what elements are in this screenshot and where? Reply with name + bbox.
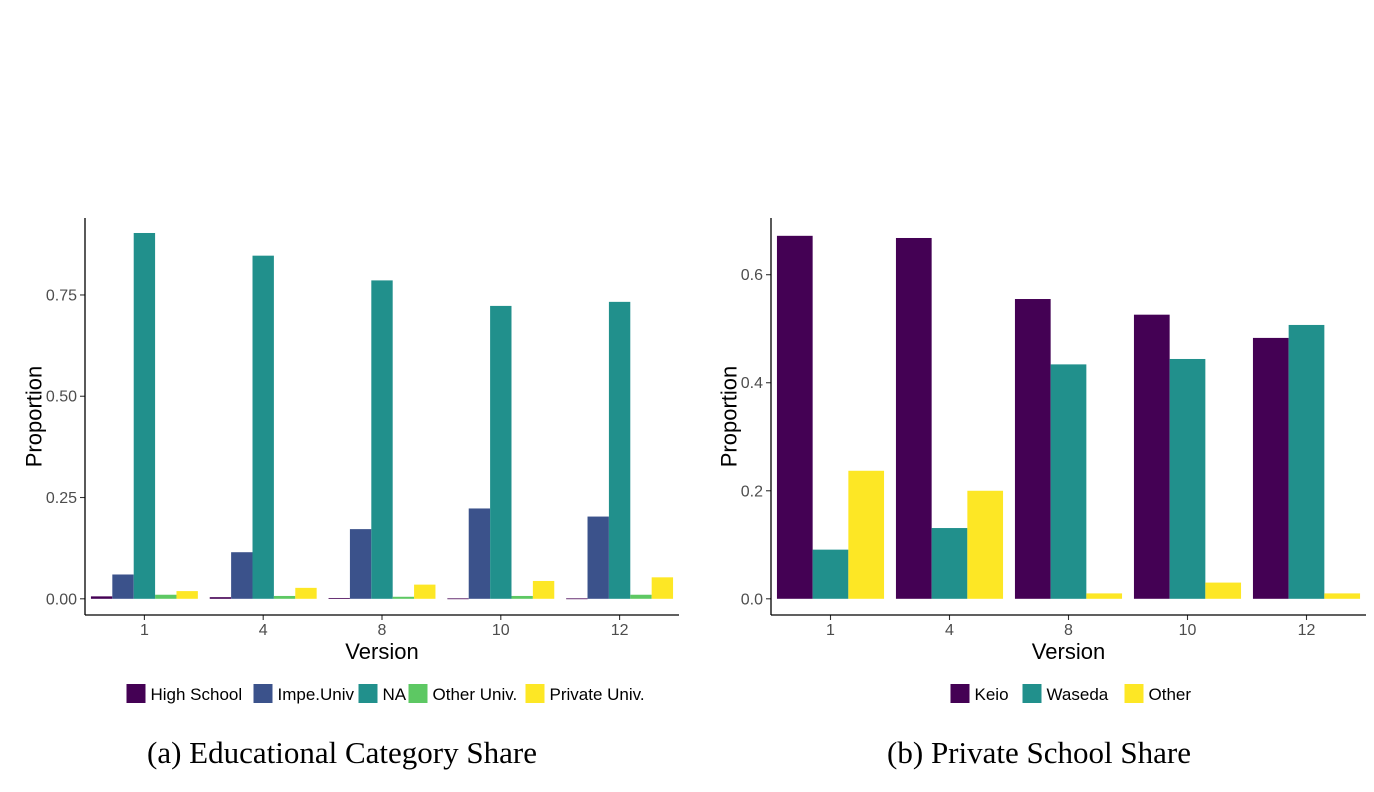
bar-private-school-v8-keio [1014,299,1051,599]
bar-educational-v12-na [608,301,631,599]
x-axis-ticks-private-school: 1 4 8 10 12 [826,615,1316,639]
bar-private-school-v1-waseda [812,549,849,599]
x-tick-label: 10 [1179,622,1197,639]
caption-private-school: (b) Private School Share [887,735,1191,770]
bar-educational-v1-high-school [90,596,113,599]
bar-private-school-v12-other [1324,593,1361,599]
bar-private-school-v1-other [848,470,885,599]
legend-swatch-high-school [126,684,146,703]
bars-educational [90,232,674,600]
x-tick-label: 1 [140,622,149,639]
y-tick-label: 0.50 [46,389,77,406]
legend-label-high-school: High School [151,685,243,704]
y-axis-title-educational: Proportion [22,366,47,468]
bar-educational-v10-high-school [447,598,469,600]
bar-private-school-v8-other [1086,593,1123,599]
panel-private-school: 0.00.20.40.6 1 4 8 10 12 Version Proportion … [717,218,1366,770]
bar-educational-v8-na [371,280,393,599]
bar-private-school-v1-keio [776,235,813,599]
bar-educational-v10-na [490,305,512,599]
x-tick-label: 8 [378,622,387,639]
panel-educational-category: 0.00 0.25 0.50 0.75 1 4 8 10 12 Version Proport… [22,218,679,770]
bar-educational-v8-impe-univ [349,529,372,599]
legend-swatch-private-univ [525,684,545,703]
y-axis-title-private-school: Proportion [717,366,742,468]
bar-educational-v10-impe-univ [468,508,491,599]
bar-private-school-v4-other [967,490,1004,599]
legend-label-other-univ: Other Univ. [433,685,518,704]
x-tick-label: 8 [1064,622,1073,639]
bar-educational-v4-impe-univ [231,552,253,599]
bar-educational-v12-other-univ [630,594,652,599]
bar-educational-v4-high-school [209,597,232,599]
x-tick-label: 4 [259,622,268,639]
bar-educational-v10-private-univ [532,580,555,599]
bar-educational-v8-other-univ [392,596,415,599]
legend-label-waseda: Waseda [1047,685,1109,704]
legend-swatch-na [358,684,378,703]
legend-label-other: Other [1149,685,1192,704]
caption-educational: (a) Educational Category Share [147,735,537,770]
x-axis-title-private-school: Version [1032,639,1105,664]
bar-educational-v10-other-univ [511,595,533,599]
x-tick-label: 10 [492,622,510,639]
legend-swatch-impe-univ [253,684,273,703]
y-tick-label: 0.0 [741,591,763,608]
legend-private-school: Keio Waseda Other [950,684,1192,704]
bar-educational-v4-na [252,255,274,599]
x-axis-ticks-educational: 1 4 8 10 12 [140,615,629,639]
x-tick-label: 12 [611,622,629,639]
legend-label-keio: Keio [975,685,1009,704]
legend-label-private-univ: Private Univ. [550,685,645,704]
legend-label-impe-univ: Impe.Univ [278,685,355,704]
y-axis-ticks-private-school: 0.0 0.2 0.4 0.6 [741,267,771,608]
legend-swatch-other-univ [408,684,428,703]
x-tick-label: 1 [826,622,835,639]
bar-educational-v8-high-school [328,597,350,599]
legend-educational: High School Impe.Univ NA Other Univ. Private… [126,684,645,704]
bar-private-school-v4-keio [895,237,932,599]
bars-private-school [776,235,1361,599]
bar-educational-v1-na [133,232,156,599]
bar-private-school-v10-keio [1133,314,1170,599]
bar-educational-v1-other-univ [155,594,177,599]
legend-swatch-waseda [1022,684,1042,703]
bar-private-school-v4-waseda [931,528,968,599]
bar-private-school-v10-other [1205,582,1242,599]
y-tick-label: 0.6 [741,267,763,284]
x-tick-label: 12 [1298,622,1316,639]
legend-swatch-keio [950,684,970,703]
bar-private-school-v8-waseda [1050,364,1087,599]
bar-educational-v4-other-univ [273,595,296,599]
bar-educational-v12-high-school [566,598,588,600]
y-tick-label: 0.75 [46,287,77,304]
y-axis-ticks-educational: 0.00 0.25 0.50 0.75 [46,287,85,608]
legend-swatch-other [1124,684,1144,703]
y-tick-label: 0.25 [46,490,77,507]
bar-private-school-v12-keio [1252,337,1289,599]
bar-educational-v8-private-univ [414,584,436,599]
legend-label-na: NA [383,685,407,704]
bar-educational-v4-private-univ [295,587,317,599]
bar-educational-v1-impe-univ [112,574,134,599]
bar-private-school-v12-waseda [1288,324,1325,599]
bar-educational-v12-private-univ [651,577,674,599]
x-tick-label: 4 [945,622,954,639]
x-axis-title-educational: Version [345,639,418,664]
bar-educational-v12-impe-univ [587,516,609,599]
y-tick-label: 0.00 [46,591,77,608]
bar-educational-v1-private-univ [176,591,198,599]
y-tick-label: 0.4 [741,375,763,392]
y-tick-label: 0.2 [741,483,763,500]
bar-private-school-v10-waseda [1169,358,1206,599]
